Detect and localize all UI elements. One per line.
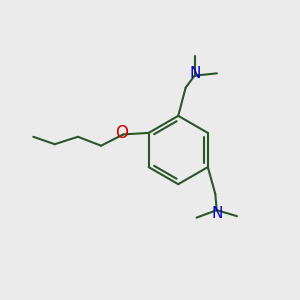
Text: O: O bbox=[115, 124, 128, 142]
Text: N: N bbox=[189, 66, 201, 81]
Text: N: N bbox=[212, 206, 223, 221]
